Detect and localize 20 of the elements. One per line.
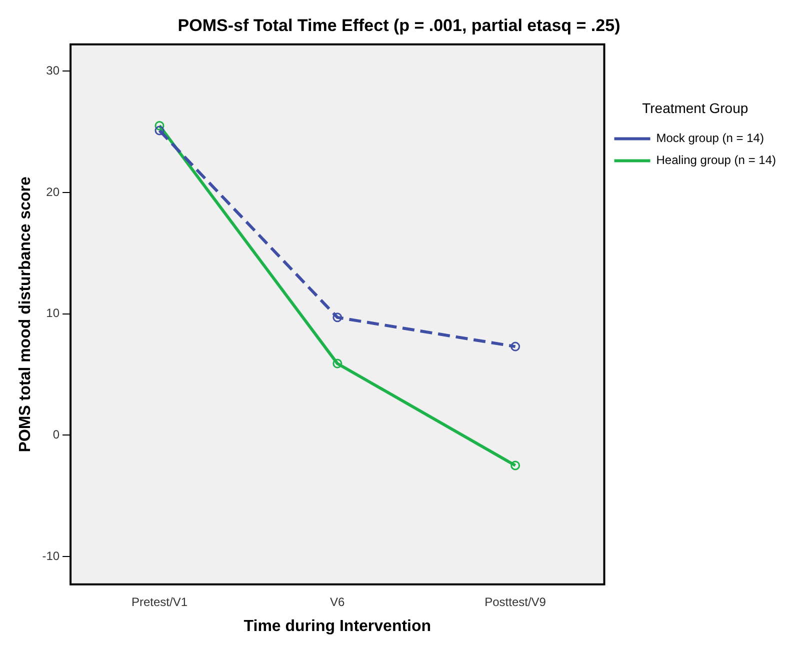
- point: [510, 342, 520, 352]
- y-tick-label: 30: [46, 63, 60, 78]
- y-tick-label: 10: [46, 306, 60, 320]
- x-tick-label: Posttest/V9: [484, 594, 546, 609]
- y-tick-label: -10: [42, 548, 60, 563]
- point: [332, 312, 342, 322]
- x-tick-label: V6: [330, 594, 346, 609]
- legend-title: Treatment Group: [642, 100, 748, 116]
- point: [154, 120, 164, 130]
- y-axis-title: POMS total mood disturbance score: [17, 176, 34, 452]
- point: [510, 460, 520, 470]
- legend-label: Healing group (n = 14): [656, 153, 776, 168]
- x-axis-title: Time during Intervention: [244, 618, 432, 635]
- y-tick-label: 20: [46, 184, 60, 199]
- x-tick-label: Pretest/V1: [131, 594, 188, 609]
- y-tick-label: 0: [52, 427, 60, 442]
- chart-title: POMS-sf Total Time Effect (p = .001, partial etasq = .25): [178, 16, 620, 35]
- point: [332, 358, 342, 368]
- point: [154, 126, 164, 136]
- legend-label: Mock group (n = 14): [656, 131, 764, 146]
